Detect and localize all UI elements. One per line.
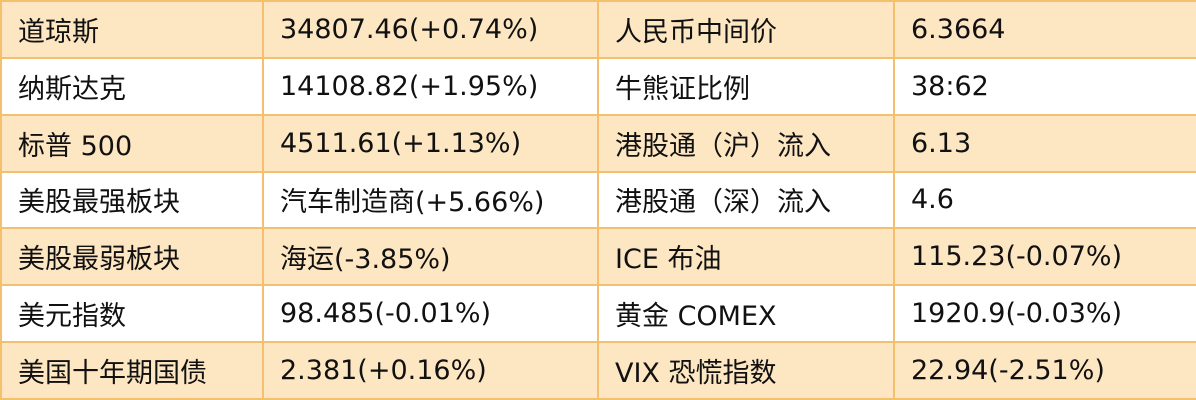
table-cell: 标普 500 [0,113,264,173]
table-cell: 港股通（沪）流入 [597,113,895,173]
table-cell: 38:62 [893,56,1196,116]
table-cell: 1920.9(-0.03%) [893,284,1196,344]
table-cell: 98.485(-0.01%) [262,284,599,344]
table-cell: 4511.61(+1.13%) [262,113,599,173]
table-cell: 黄金 COMEX [597,284,895,344]
table-cell: 人民币中间价 [597,0,895,59]
table-cell: 纳斯达克 [0,56,264,116]
table-row: 纳斯达克 14108.82(+1.95%) 牛熊证比例 38:62 [0,56,1196,116]
table-row: 道琼斯 34807.46(+0.74%) 人民币中间价 6.3664 [0,0,1196,59]
table-row: 美国十年期国债 2.381(+0.16%) VIX 恐慌指数 22.94(-2.51%… [0,341,1196,400]
table-cell: 美国十年期国债 [0,341,264,400]
table-cell: 6.13 [893,113,1196,173]
table-cell: 美股最强板块 [0,170,264,230]
table-cell: 港股通（深）流入 [597,170,895,230]
table-cell: 34807.46(+0.74%) [262,0,599,59]
table-cell: 海运(-3.85%) [262,227,599,287]
table-cell: 14108.82(+1.95%) [262,56,599,116]
table-cell: ICE 布油 [597,227,895,287]
table-cell: 美股最弱板块 [0,227,264,287]
table-cell: 115.23(-0.07%) [893,227,1196,287]
table-cell: 22.94(-2.51%) [893,341,1196,400]
table-cell: 美元指数 [0,284,264,344]
table-cell: 牛熊证比例 [597,56,895,116]
table-row: 美股最强板块 汽车制造商(+5.66%) 港股通（深）流入 4.6 [0,170,1196,230]
table-cell: 道琼斯 [0,0,264,59]
table-row: 美股最弱板块 海运(-3.85%) ICE 布油 115.23(-0.07%) [0,227,1196,287]
table-row: 标普 500 4511.61(+1.13%) 港股通（沪）流入 6.13 [0,113,1196,173]
table-row: 美元指数 98.485(-0.01%) 黄金 COMEX 1920.9(-0.03%) [0,284,1196,344]
table-cell: 4.6 [893,170,1196,230]
table-cell: 汽车制造商(+5.66%) [262,170,599,230]
table-cell: 2.381(+0.16%) [262,341,599,400]
table-cell: 6.3664 [893,0,1196,59]
table-cell: VIX 恐慌指数 [597,341,895,400]
